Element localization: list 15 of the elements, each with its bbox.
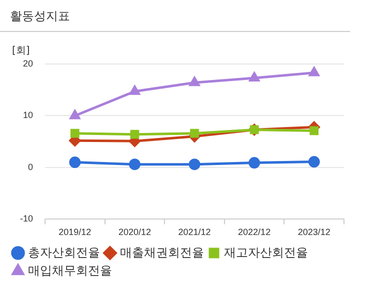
legend-label: 매출채권회전율 (120, 245, 204, 260)
x-tick-label: 2019/12 (58, 227, 92, 238)
x-tick-label: 2020/12 (118, 227, 151, 238)
x-tick-label: 2021/12 (178, 227, 211, 238)
y-axis-title: [회] (12, 46, 30, 57)
y-tick-label: -10 (20, 214, 34, 224)
legend-label: 총자산회전율 (28, 245, 100, 260)
legend-label: 매입채무회전율 (28, 263, 112, 278)
y-tick-label: 20 (22, 58, 34, 68)
y-tick-label: 0 (28, 162, 34, 172)
chart-title: 활동성지표 (0, 0, 350, 32)
legend-label: 재고자산회전율 (224, 245, 308, 260)
x-tick-label: 2023/12 (298, 227, 330, 238)
x-tick-label: 2022/12 (238, 227, 271, 238)
y-tick-label: 10 (22, 110, 34, 120)
